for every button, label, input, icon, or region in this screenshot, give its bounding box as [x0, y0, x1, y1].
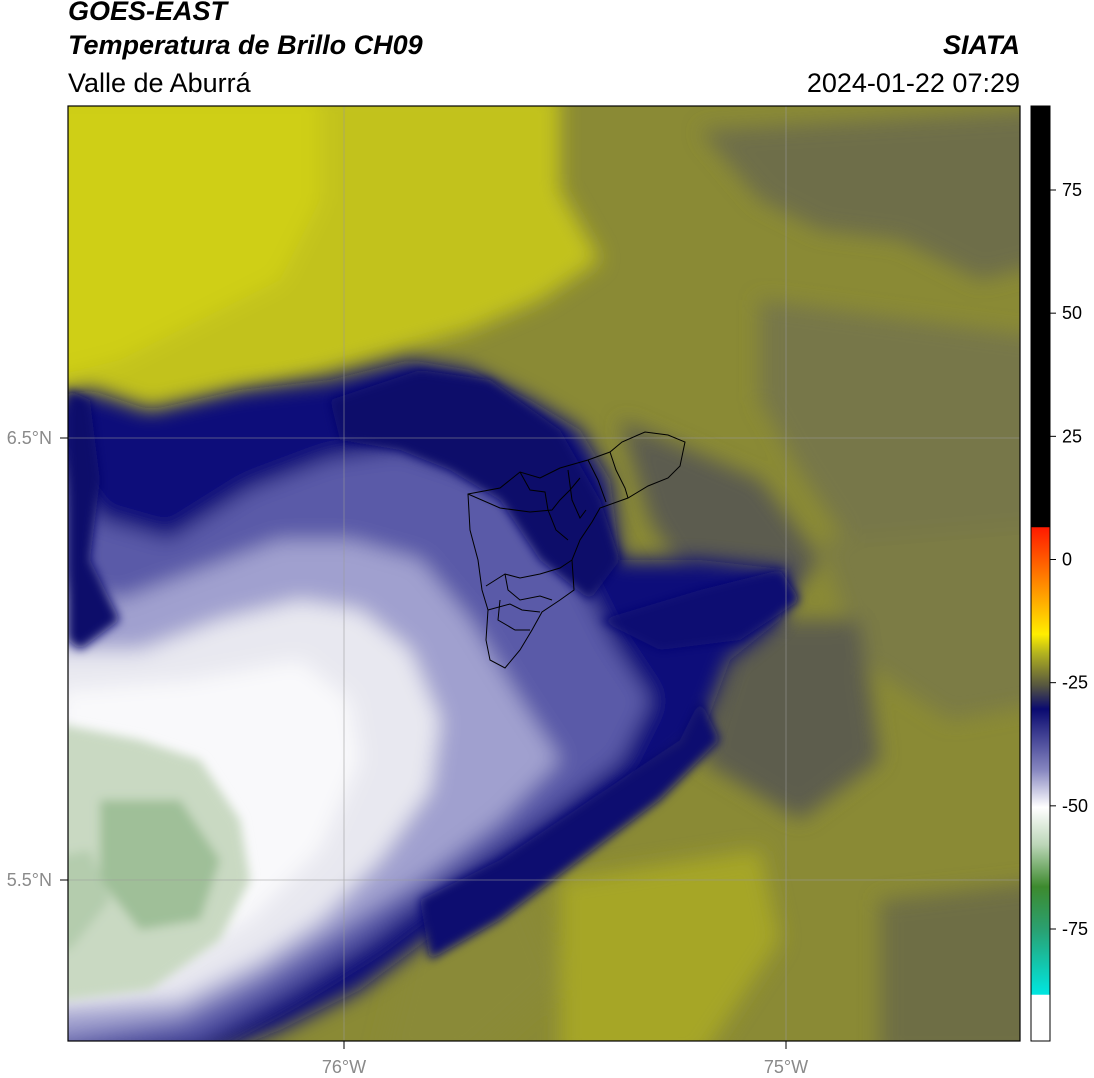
latitude-label: 5.5°N — [7, 870, 52, 890]
brightness-temperature-field — [68, 106, 1020, 1041]
colorbar-tick-label: -75 — [1062, 919, 1088, 939]
map-gridlines — [68, 106, 1020, 1041]
longitude-label: 76°W — [322, 1057, 366, 1077]
colorbar-tick-label: 50 — [1062, 303, 1082, 323]
colorbar — [1030, 105, 1051, 1042]
product-title: Temperatura de Brillo CH09 — [68, 30, 423, 60]
satellite-title: GOES-EAST — [68, 0, 228, 26]
longitude-labels: 76°W 75°W — [322, 1041, 808, 1077]
longitude-label: 75°W — [764, 1057, 808, 1077]
valle-de-aburra-boundaries — [467, 431, 686, 669]
timestamp-label: 2024-01-22 07:29 — [806, 68, 1020, 98]
latitude-label: 6.5°N — [7, 428, 52, 448]
latitude-labels: 6.5°N 5.5°N — [7, 428, 68, 890]
colorbar-tick-label: -50 — [1062, 796, 1088, 816]
colorbar-tick-label: 0 — [1062, 550, 1072, 570]
region-label: Valle de Aburrá — [68, 68, 251, 98]
colorbar-tick-label: 25 — [1062, 426, 1082, 446]
colorbar-ticks: 75 50 25 0 -25 -50 -75 — [1050, 180, 1088, 939]
organization-label: SIATA — [943, 30, 1020, 60]
map-frame — [67, 105, 1021, 1042]
colorbar-tick-label: 75 — [1062, 180, 1082, 200]
colorbar-tick-label: -25 — [1062, 673, 1088, 693]
